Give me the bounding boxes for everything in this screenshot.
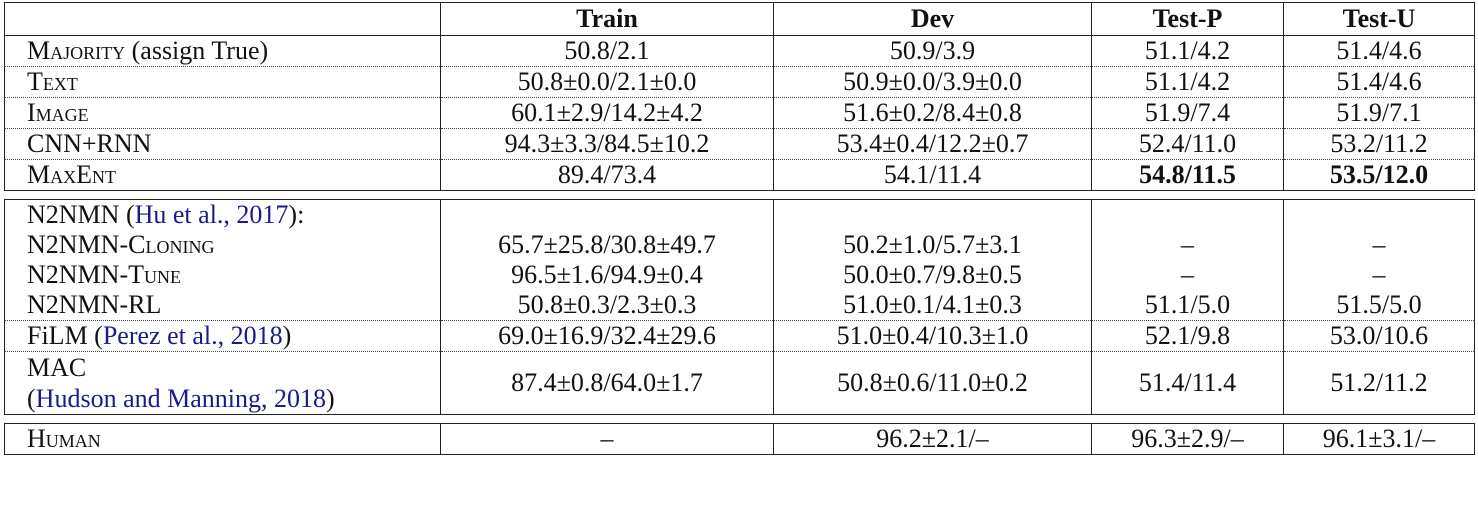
test-p-cell: 51.9/7.4 <box>1091 97 1284 129</box>
train-cell: 65.7±25.8/30.8±49.7 <box>440 230 774 260</box>
test-p-cell: 51.1/5.0 <box>1091 290 1284 321</box>
table-row: MaxEnt 89.4/73.4 54.1/11.4 54.8/11.5 53.… <box>4 159 1475 191</box>
row-gap <box>5 191 1475 200</box>
table-row: MAC (Hudson and Manning, 2018) 87.4±0.8/6… <box>4 351 1475 415</box>
dev-cell: 51.0±0.4/10.3±1.0 <box>773 320 1092 352</box>
method-name: Human <box>4 423 441 455</box>
test-p-cell: 52.4/11.0 <box>1091 128 1284 160</box>
train-cell: 89.4/73.4 <box>440 159 774 191</box>
test-p-cell: – <box>1091 260 1284 290</box>
dev-cell: 50.8±0.6/11.0±0.2 <box>773 351 1092 415</box>
test-u-cell: 51.4/4.6 <box>1283 35 1475 67</box>
table-row: FiLM (Perez et al., 2018) 69.0±16.9/32.4… <box>4 320 1475 352</box>
train-cell: 50.8±0.0/2.1±0.0 <box>440 66 774 98</box>
test-p-cell: 51.4/11.4 <box>1091 351 1284 415</box>
table-row: N2NMN (Hu et al., 2017): <box>4 199 1475 230</box>
train-cell: – <box>440 423 774 455</box>
citation-link[interactable]: Hudson and Manning, 2018 <box>35 384 326 413</box>
test-u-cell: 53.5/12.0 <box>1283 159 1475 191</box>
test-u-cell: 96.1±3.1/– <box>1283 423 1475 455</box>
method-name: CNN+RNN <box>4 128 441 160</box>
method-group-title: N2NMN (Hu et al., 2017): <box>4 199 441 230</box>
test-p-cell: 52.1/9.8 <box>1091 320 1284 352</box>
method-name: Image <box>4 97 441 129</box>
method-name: N2NMN-Cloning <box>4 230 441 260</box>
method-name: MaxEnt <box>4 159 441 191</box>
train-cell: 94.3±3.3/84.5±10.2 <box>440 128 774 160</box>
dev-cell: 54.1/11.4 <box>773 159 1092 191</box>
results-table-container: Train Dev Test-P Test-U Majority (assign… <box>4 2 1475 455</box>
dev-cell: 53.4±0.4/12.2±0.7 <box>773 128 1092 160</box>
test-p-cell: 51.1/4.2 <box>1091 35 1284 67</box>
row-gap <box>5 415 1475 424</box>
results-table: Train Dev Test-P Test-U Majority (assign… <box>4 2 1475 455</box>
citation-link[interactable]: Hu et al., 2017 <box>134 200 289 229</box>
dev-cell: 51.6±0.2/8.4±0.8 <box>773 97 1092 129</box>
header-empty <box>4 2 441 36</box>
test-u-cell: – <box>1283 260 1475 290</box>
table-row: CNN+RNN 94.3±3.3/84.5±10.2 53.4±0.4/12.2… <box>4 128 1475 160</box>
dev-cell: 51.0±0.1/4.1±0.3 <box>773 290 1092 321</box>
table-row: Majority (assign True) 50.8/2.1 50.9/3.9… <box>4 35 1475 67</box>
train-cell: 69.0±16.9/32.4±29.6 <box>440 320 774 352</box>
test-p-cell: – <box>1091 230 1284 260</box>
method-name: N2NMN-Tune <box>4 260 441 290</box>
method-name: FiLM (Perez et al., 2018) <box>4 320 441 352</box>
table-row: N2NMN-Tune 96.5±1.6/94.9±0.4 50.0±0.7/9.… <box>4 260 1475 290</box>
train-cell: 96.5±1.6/94.9±0.4 <box>440 260 774 290</box>
method-name: Text <box>4 66 441 98</box>
test-p-cell: 51.1/4.2 <box>1091 66 1284 98</box>
header-row: Train Dev Test-P Test-U <box>4 2 1475 36</box>
table-row: N2NMN-RL 50.8±0.3/2.3±0.3 51.0±0.1/4.1±0… <box>4 290 1475 321</box>
method-name: MAC (Hudson and Manning, 2018) <box>4 351 441 415</box>
test-u-cell: 51.9/7.1 <box>1283 97 1475 129</box>
test-u-cell: 53.0/10.6 <box>1283 320 1475 352</box>
table-row: N2NMN-Cloning 65.7±25.8/30.8±49.7 50.2±1… <box>4 230 1475 260</box>
train-cell: 50.8/2.1 <box>440 35 774 67</box>
dev-cell: 50.0±0.7/9.8±0.5 <box>773 260 1092 290</box>
table-row: Image 60.1±2.9/14.2±4.2 51.6±0.2/8.4±0.8… <box>4 97 1475 129</box>
header-test-p: Test-P <box>1091 2 1284 36</box>
dev-cell: 50.9±0.0/3.9±0.0 <box>773 66 1092 98</box>
dev-cell: 50.2±1.0/5.7±3.1 <box>773 230 1092 260</box>
test-u-cell: 51.2/11.2 <box>1283 351 1475 415</box>
test-u-cell: 51.4/4.6 <box>1283 66 1475 98</box>
method-name: N2NMN-RL <box>4 290 441 321</box>
table-row: Human – 96.2±2.1/– 96.3±2.9/– 96.1±3.1/– <box>4 423 1475 455</box>
test-u-cell: 53.2/11.2 <box>1283 128 1475 160</box>
train-cell: 60.1±2.9/14.2±4.2 <box>440 97 774 129</box>
test-p-cell: 96.3±2.9/– <box>1091 423 1284 455</box>
header-test-u: Test-U <box>1283 2 1475 36</box>
header-train: Train <box>440 2 774 36</box>
dev-cell: 96.2±2.1/– <box>773 423 1092 455</box>
test-u-cell: 51.5/5.0 <box>1283 290 1475 321</box>
method-name: Majority (assign True) <box>4 35 441 67</box>
train-cell: 87.4±0.8/64.0±1.7 <box>440 351 774 415</box>
train-cell: 50.8±0.3/2.3±0.3 <box>440 290 774 321</box>
table-row: Text 50.8±0.0/2.1±0.0 50.9±0.0/3.9±0.0 5… <box>4 66 1475 98</box>
dev-cell: 50.9/3.9 <box>773 35 1092 67</box>
citation-link[interactable]: Perez et al., 2018 <box>102 321 283 351</box>
header-dev: Dev <box>773 2 1092 36</box>
test-p-cell: 54.8/11.5 <box>1091 159 1284 191</box>
test-u-cell: – <box>1283 230 1475 260</box>
